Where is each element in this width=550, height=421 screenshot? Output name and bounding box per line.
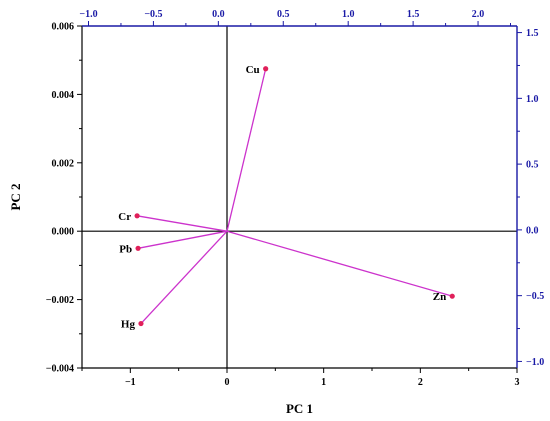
y-tick-label: 0.006 bbox=[52, 22, 75, 33]
y-tick-label: 0.002 bbox=[52, 158, 75, 169]
right-tick-label: 1.5 bbox=[526, 28, 539, 39]
top-tick-label: 1.5 bbox=[407, 9, 420, 20]
loading-vector-hg bbox=[140, 230, 228, 324]
top-tick-label: −0.5 bbox=[144, 9, 162, 20]
right-tick-label: 1.0 bbox=[526, 94, 539, 105]
point-label-pb: Pb bbox=[119, 243, 132, 255]
loading-vector-cu bbox=[226, 68, 267, 232]
x-tick-label: 2 bbox=[418, 377, 423, 388]
right-tick-label: 0.5 bbox=[526, 160, 539, 171]
loading-vector-cr bbox=[136, 215, 228, 232]
x-tick-label: 0 bbox=[225, 377, 230, 388]
top-tick-label: 0.5 bbox=[277, 9, 290, 20]
y-tick-label: −0.004 bbox=[46, 364, 74, 375]
top-tick-label: 1.0 bbox=[342, 9, 355, 20]
loading-point-zn bbox=[449, 293, 455, 299]
x-tick-label: 1 bbox=[321, 377, 326, 388]
point-label-hg: Hg bbox=[121, 319, 136, 331]
x-axis-title: PC 1 bbox=[286, 401, 313, 416]
point-label-cr: Cr bbox=[118, 211, 131, 223]
x-tick-label: −1 bbox=[125, 377, 136, 388]
top-tick-label: 0.0 bbox=[212, 9, 225, 20]
loading-point-cu bbox=[263, 66, 269, 72]
y-tick-label: −0.002 bbox=[46, 295, 74, 306]
top-tick-label: −1.0 bbox=[79, 9, 97, 20]
y-tick-label: 0.000 bbox=[52, 227, 75, 238]
point-label-cu: Cu bbox=[246, 64, 260, 76]
point-label-zn: Zn bbox=[433, 291, 446, 303]
right-tick-label: −0.5 bbox=[526, 291, 544, 302]
y-tick-label: 0.004 bbox=[52, 90, 75, 101]
loading-point-hg bbox=[138, 320, 144, 327]
loading-vector-pb bbox=[137, 230, 228, 249]
top-tick-label: 2.0 bbox=[472, 9, 485, 20]
loading-vector-zn bbox=[226, 230, 453, 297]
loading-point-pb bbox=[135, 245, 141, 251]
loading-point-cr bbox=[134, 213, 140, 219]
right-tick-label: −1.0 bbox=[526, 357, 544, 368]
x-tick-label: 3 bbox=[515, 377, 520, 388]
y-axis-title: PC 2 bbox=[8, 183, 23, 210]
right-tick-label: 0.0 bbox=[526, 225, 539, 236]
